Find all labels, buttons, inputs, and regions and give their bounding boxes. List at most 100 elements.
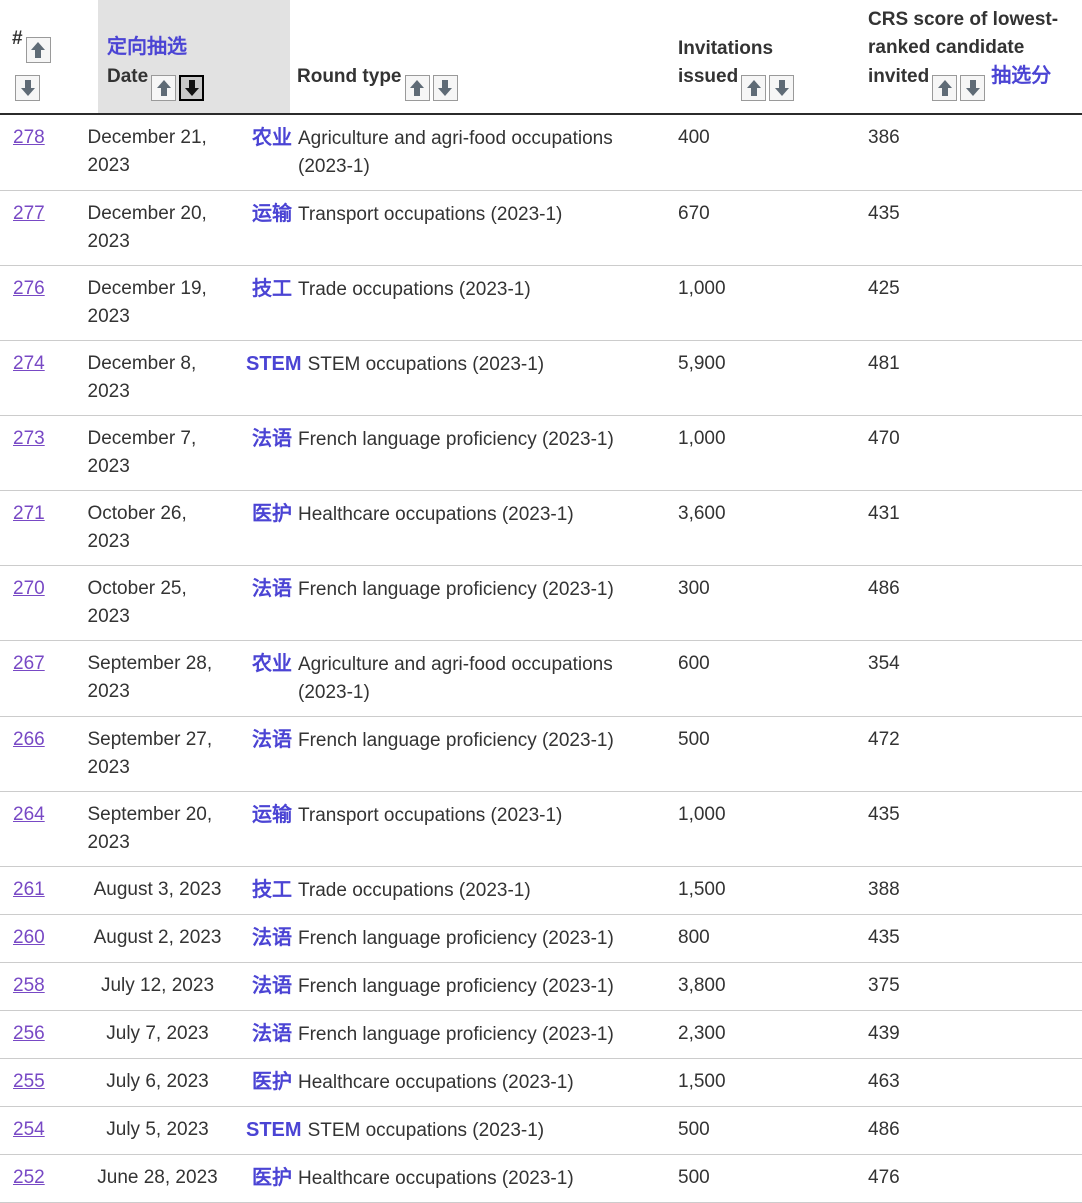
draw-date-cell: September 28, 2023 xyxy=(70,640,245,717)
round-number-link[interactable]: 252 xyxy=(13,1167,45,1188)
round-number-cell: 254 xyxy=(0,1106,70,1155)
round-type-cell: 医护 Healthcare occupations (2023-1) xyxy=(245,1154,668,1203)
round-type-cell: 农业 Agriculture and agri-food occupations … xyxy=(245,640,668,717)
round-number-link[interactable]: 277 xyxy=(13,203,45,224)
invitations-issued-value: 1,500 xyxy=(668,1058,858,1107)
invitations-issued-value: 1,500 xyxy=(668,866,858,915)
draw-date: December 8, 2023 xyxy=(87,353,197,402)
crs-score-value: 486 xyxy=(858,1106,1082,1155)
crs-sort-ascending-button[interactable] xyxy=(932,75,958,101)
date-sort-ascending-button[interactable] xyxy=(151,75,177,101)
round-number-link[interactable]: 276 xyxy=(13,278,45,299)
invitations-issued-value: 3,800 xyxy=(668,962,858,1011)
crs-score-value: 431 xyxy=(858,490,1082,566)
round-number-link[interactable]: 270 xyxy=(13,578,45,599)
round-number-link[interactable]: 264 xyxy=(13,804,45,825)
table-row: 274 December 8, 2023 STEM STEM occupation… xyxy=(0,340,1082,416)
table-header-row: # 定向抽选 Date Round type Invitations issue… xyxy=(0,0,1082,115)
draw-date: December 7, 2023 xyxy=(87,428,197,477)
round-type-text: French language proficiency (2023-1) xyxy=(298,1024,614,1045)
round-type-text: French language proficiency (2023-1) xyxy=(298,429,614,450)
number-sort-ascending-button[interactable] xyxy=(25,37,51,63)
draw-date-cell: June 28, 2023 xyxy=(70,1154,245,1203)
round-number-link[interactable]: 260 xyxy=(13,927,45,948)
round-type-text: STEM occupations (2023-1) xyxy=(307,1120,545,1141)
date-sort-descending-button[interactable] xyxy=(179,75,205,101)
number-column-label: # xyxy=(12,28,23,49)
invitations-sort-ascending-button[interactable] xyxy=(741,75,767,101)
round-number-link[interactable]: 261 xyxy=(13,879,45,900)
round-number-cell: 274 xyxy=(0,340,70,416)
round-number-cell: 258 xyxy=(0,962,70,1011)
category-annotation-label: 农业 xyxy=(252,653,292,675)
draw-date-cell: December 19, 2023 xyxy=(70,265,245,341)
round-number-cell: 267 xyxy=(0,640,70,717)
round-number-link[interactable]: 256 xyxy=(13,1023,45,1044)
category-annotation-label: 技工 xyxy=(252,879,292,901)
number-sort-descending-button[interactable] xyxy=(15,75,40,101)
sort-descending-icon xyxy=(774,80,789,96)
draw-date-cell: August 2, 2023 xyxy=(70,914,245,963)
invitations-sort-descending-button[interactable] xyxy=(769,75,795,101)
category-annotation-label: STEM xyxy=(246,353,302,375)
category-annotation-label: 法语 xyxy=(252,927,292,949)
round-type-text: French language proficiency (2023-1) xyxy=(298,976,614,997)
crs-score-value: 435 xyxy=(858,791,1082,867)
table-row: 254 July 5, 2023 STEM STEM occupations (2… xyxy=(0,1106,1082,1155)
crs-score-value: 354 xyxy=(858,640,1082,717)
draw-date-cell: September 27, 2023 xyxy=(70,716,245,792)
round-type-text: Agriculture and agri-food occupations (2… xyxy=(298,128,613,177)
draw-date: September 28, 2023 xyxy=(87,653,213,702)
category-annotation-label: 法语 xyxy=(252,428,292,450)
category-annotation-label: 运输 xyxy=(252,804,292,826)
round-number-cell: 277 xyxy=(0,190,70,266)
round-type-sort-ascending-button[interactable] xyxy=(404,75,430,101)
round-type-cell: 法语 French language proficiency (2023-1) xyxy=(245,914,668,963)
invitations-issued-value: 800 xyxy=(668,914,858,963)
round-type-cell: 法语 French language proficiency (2023-1) xyxy=(245,962,668,1011)
draw-date-cell: September 20, 2023 xyxy=(70,791,245,867)
draw-date-cell: October 26, 2023 xyxy=(70,490,245,566)
round-number-link[interactable]: 278 xyxy=(13,127,45,148)
round-number-link[interactable]: 267 xyxy=(13,653,45,674)
round-number-link[interactable]: 266 xyxy=(13,729,45,750)
invitations-issued-value: 300 xyxy=(668,565,858,641)
round-type-cell: 技工 Trade occupations (2023-1) xyxy=(245,265,668,341)
draw-date: December 21, 2023 xyxy=(87,127,207,176)
table-row: 266 September 27, 2023 法语 French language… xyxy=(0,716,1082,792)
table-row: 256 July 7, 2023 法语 French language profi… xyxy=(0,1010,1082,1059)
sort-descending-icon xyxy=(184,80,199,96)
round-type-text: Transport occupations (2023-1) xyxy=(298,805,563,826)
category-annotation-label: 医护 xyxy=(252,503,292,525)
round-number-link[interactable]: 255 xyxy=(13,1071,45,1092)
column-header-round-type: Round type xyxy=(245,0,668,115)
round-number-link[interactable]: 273 xyxy=(13,428,45,449)
category-annotation-label: 法语 xyxy=(252,975,292,997)
sort-descending-icon xyxy=(20,80,35,96)
round-type-text: STEM occupations (2023-1) xyxy=(307,354,545,375)
sort-ascending-icon xyxy=(937,80,952,96)
draw-date-cell: July 12, 2023 xyxy=(70,962,245,1011)
round-type-text: French language proficiency (2023-1) xyxy=(298,730,614,751)
invitations-issued-value: 600 xyxy=(668,640,858,717)
round-number-cell: 266 xyxy=(0,716,70,792)
table-row: 277 December 20, 2023 运输 Transport occupa… xyxy=(0,190,1082,266)
category-annotation-label: STEM xyxy=(246,1119,302,1141)
invitations-issued-value: 1,000 xyxy=(668,415,858,491)
round-type-sort-descending-button[interactable] xyxy=(432,75,458,101)
table-row: 270 October 25, 2023 法语 French language p… xyxy=(0,565,1082,641)
category-annotation-label: 农业 xyxy=(252,127,292,149)
round-number-link[interactable]: 271 xyxy=(13,503,45,524)
round-number-link[interactable]: 274 xyxy=(13,353,45,374)
round-number-link[interactable]: 254 xyxy=(13,1119,45,1140)
date-column-label: Date xyxy=(107,66,149,87)
round-type-text: French language proficiency (2023-1) xyxy=(298,579,614,600)
invitations-issued-value: 1,000 xyxy=(668,791,858,867)
category-annotation-label: 医护 xyxy=(252,1071,292,1093)
crs-score-value: 481 xyxy=(858,340,1082,416)
draw-date-cell: December 8, 2023 xyxy=(70,340,245,416)
round-type-cell: STEM STEM occupations (2023-1) xyxy=(245,1106,668,1155)
round-number-link[interactable]: 258 xyxy=(13,975,45,996)
draw-date: July 6, 2023 xyxy=(106,1071,209,1092)
crs-sort-descending-button[interactable] xyxy=(960,75,986,101)
